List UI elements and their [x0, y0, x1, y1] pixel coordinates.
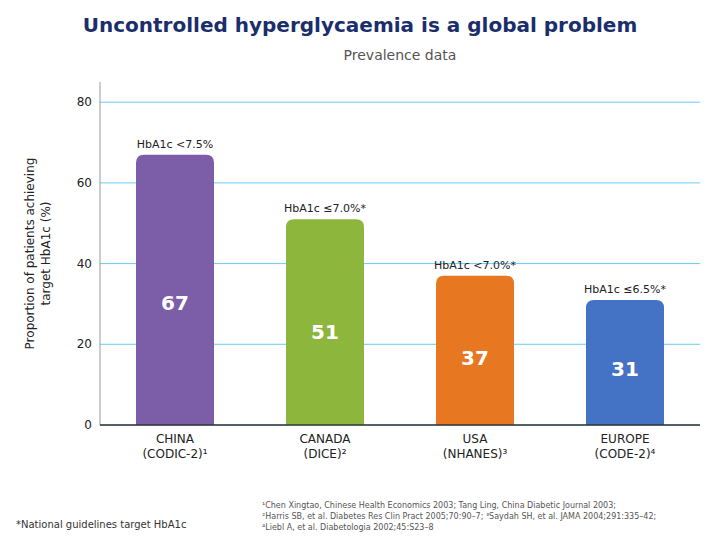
- footnote: ¹Chen Xingtao, Chinese Health Economics …: [262, 501, 656, 532]
- annotation: HbA1c <7.0%*: [434, 259, 516, 272]
- y-tick-label: 80: [77, 95, 92, 109]
- bar: [586, 300, 664, 425]
- x-tick-label: CANADA(DICE)²: [299, 432, 351, 461]
- data-label: 31: [611, 357, 639, 381]
- title: Uncontrolled hyperglycaemia is a global …: [83, 13, 638, 37]
- y-tick-label: 20: [77, 337, 92, 351]
- subtitle: Prevalence data: [344, 47, 457, 63]
- grid-line: [100, 425, 700, 426]
- y-axis-label: Proportion of patients achievingtarget H…: [23, 158, 53, 350]
- data-label: 51: [311, 320, 339, 344]
- text-line: USA: [463, 432, 489, 446]
- y-tick-label: 60: [77, 176, 92, 190]
- text-line: CHINA: [156, 432, 195, 446]
- annotation: HbA1c ≤7.0%*: [284, 202, 366, 215]
- footnote: *National guidelines target HbA1c: [16, 519, 186, 530]
- y-axis-line: [100, 82, 101, 425]
- x-tick-label: USA(NHANES)³: [443, 432, 508, 461]
- y-tick-label: 40: [77, 257, 92, 271]
- bar: [436, 276, 514, 425]
- chart: Uncontrolled hyperglycaemia is a global …: [0, 0, 720, 540]
- data-label: 67: [161, 291, 189, 315]
- y-tick-label: 0: [84, 418, 92, 432]
- text-line: (CODIC-2)¹: [142, 447, 207, 461]
- bar: [136, 155, 214, 425]
- annotation: HbA1c ≤6.5%*: [584, 283, 666, 296]
- data-label: 37: [461, 346, 489, 370]
- text-line: *National guidelines target HbA1c: [16, 519, 186, 530]
- x-axis-line: [100, 424, 700, 425]
- text-line: ¹Chen Xingtao, Chinese Health Economics …: [262, 501, 616, 510]
- bar: [286, 219, 364, 425]
- text-line: target HbA1c (%): [39, 202, 53, 306]
- text-line: (CODE-2)⁴: [595, 447, 656, 461]
- text-line: EUROPE: [601, 432, 650, 446]
- text-line: (NHANES)³: [443, 447, 508, 461]
- text-line: CANADA: [299, 432, 351, 446]
- text-line: ⁴Liebl A, et al. Diabetologia 2002;45:S2…: [262, 523, 433, 532]
- grid-line: [100, 102, 700, 103]
- text-line: ²Harris SB, et al. Diabetes Res Clin Pra…: [262, 512, 656, 521]
- grid: [100, 102, 700, 425]
- annotation: HbA1c <7.5%: [137, 138, 213, 151]
- text-line: Proportion of patients achieving: [23, 158, 37, 350]
- x-tick-label: EUROPE(CODE-2)⁴: [595, 432, 656, 461]
- x-tick-label: CHINA(CODIC-2)¹: [142, 432, 207, 461]
- text-line: (DICE)²: [304, 447, 347, 461]
